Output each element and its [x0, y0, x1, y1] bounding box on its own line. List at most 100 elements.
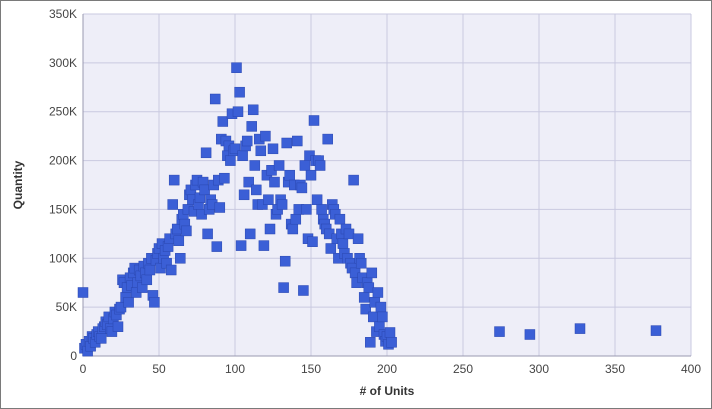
- data-point: [301, 204, 312, 215]
- data-point: [168, 174, 180, 186]
- x-tick-label: 350: [605, 362, 625, 376]
- data-point: [238, 189, 250, 201]
- data-point: [234, 86, 245, 98]
- data-point: [307, 236, 318, 247]
- data-point: [363, 282, 375, 293]
- x-tick-label: 100: [225, 362, 245, 376]
- y-tick-label: 0: [70, 349, 77, 363]
- x-tick-label: 300: [529, 362, 549, 376]
- x-tick-label: 150: [301, 362, 321, 376]
- data-point: [334, 213, 346, 225]
- data-point: [225, 155, 236, 166]
- data-point: [284, 169, 295, 181]
- data-point: [258, 240, 270, 251]
- data-point: [296, 182, 308, 194]
- data-point: [264, 223, 276, 235]
- data-point: [255, 145, 267, 157]
- data-point: [290, 213, 302, 225]
- data-point: [299, 160, 311, 171]
- data-point: [348, 174, 359, 186]
- data-point: [298, 285, 309, 296]
- data-point: [144, 264, 156, 276]
- data-point: [149, 297, 160, 308]
- data-point: [211, 241, 223, 252]
- data-point: [167, 199, 178, 210]
- data-point: [217, 116, 229, 127]
- x-tick-label: 250: [453, 362, 473, 376]
- data-point: [276, 199, 288, 210]
- data-point: [247, 104, 259, 116]
- data-point: [322, 133, 333, 145]
- data-point: [292, 135, 303, 147]
- y-axis-label: Quantity: [11, 160, 25, 209]
- data-point: [355, 257, 367, 269]
- data-point: [237, 150, 248, 161]
- y-tick-label: 200K: [49, 154, 77, 168]
- data-point: [337, 238, 349, 249]
- data-point: [375, 301, 387, 313]
- data-point: [173, 235, 185, 246]
- data-point: [281, 137, 292, 149]
- x-tick-label: 200: [377, 362, 397, 376]
- grid-lines: [82, 13, 692, 357]
- data-point: [377, 311, 388, 323]
- x-tick-label: 50: [152, 362, 166, 376]
- data-point: [308, 115, 320, 126]
- data-point: [273, 160, 285, 171]
- x-tick-label: 400: [681, 362, 701, 376]
- data-point: [229, 143, 241, 155]
- data-point: [243, 176, 254, 188]
- data-point: [279, 255, 291, 267]
- data-point: [305, 169, 317, 181]
- data-point: [263, 194, 274, 205]
- data-point: [231, 62, 242, 73]
- data-point: [214, 202, 226, 213]
- data-point: [123, 297, 134, 308]
- data-point: [574, 323, 586, 334]
- x-tick-label: 0: [80, 362, 87, 376]
- y-tick-label: 50K: [56, 300, 77, 314]
- data-point: [386, 337, 397, 348]
- data-point: [235, 240, 247, 251]
- data-point: [368, 311, 379, 323]
- data-point: [267, 143, 279, 155]
- data-point: [314, 160, 326, 171]
- data-point: [260, 130, 271, 142]
- data-point: [384, 327, 396, 338]
- data-point: [650, 325, 662, 336]
- y-tick-label: 350K: [49, 7, 77, 21]
- data-point: [202, 228, 213, 240]
- y-tick-label: 300K: [49, 56, 77, 70]
- data-point: [372, 287, 384, 298]
- data-point: [316, 204, 327, 215]
- y-tick-label: 150K: [49, 202, 77, 216]
- data-point: [200, 147, 212, 159]
- data-point: [95, 333, 107, 344]
- data-point: [77, 287, 89, 298]
- data-point: [311, 194, 323, 205]
- data-point: [244, 228, 256, 240]
- data-point: [209, 93, 221, 105]
- data-point: [112, 321, 124, 332]
- data-point: [524, 329, 536, 340]
- data-point: [494, 326, 505, 337]
- data-point: [287, 223, 299, 235]
- data-point: [352, 233, 364, 244]
- data-point: [365, 337, 376, 348]
- data-point: [325, 243, 337, 254]
- data-point: [175, 253, 186, 264]
- data-points: [77, 62, 662, 357]
- data-point: [269, 176, 280, 188]
- x-axis-label: # of Units: [360, 384, 415, 398]
- data-point: [181, 225, 192, 237]
- data-point: [343, 228, 355, 240]
- data-point: [241, 135, 253, 147]
- data-point: [232, 106, 244, 117]
- tick-labels: 0 50 100 150 200 250 300 350 400 0 50K 100K 150K 200K…: [49, 7, 701, 376]
- data-point: [249, 160, 261, 171]
- data-point: [199, 184, 210, 196]
- data-point: [360, 303, 371, 315]
- data-point: [251, 184, 262, 196]
- y-tick-label: 250K: [49, 105, 77, 119]
